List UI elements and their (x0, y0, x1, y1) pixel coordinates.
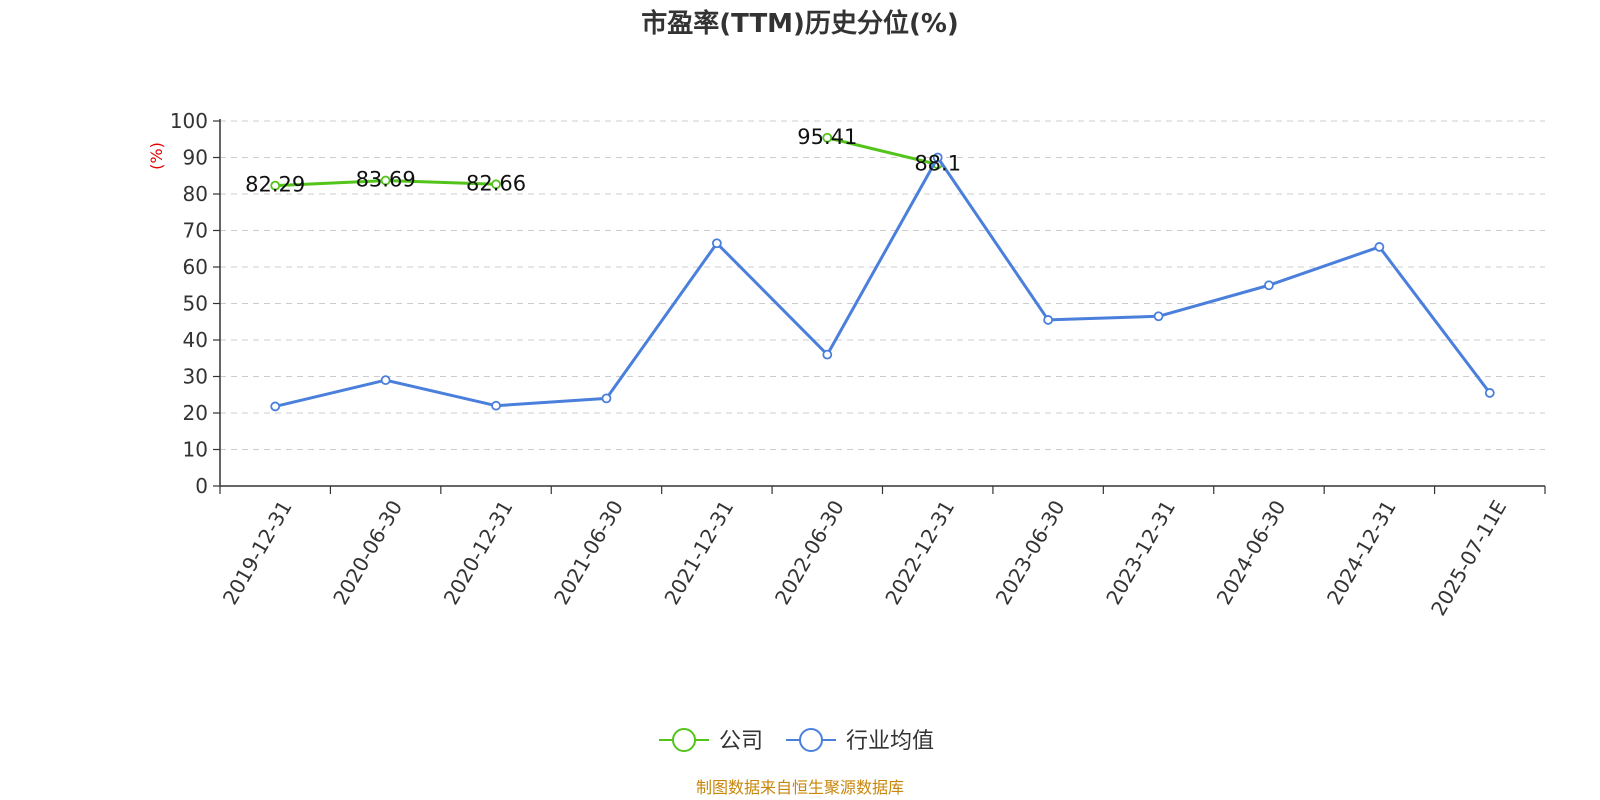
data-point[interactable] (1264, 280, 1274, 291)
x-tick-label: 2020-06-30 (328, 496, 407, 609)
data-point[interactable] (380, 175, 391, 186)
data-point[interactable] (491, 400, 501, 411)
x-tick-label: 2021-12-31 (659, 496, 738, 609)
chart-title: 市盈率(TTM)历史分位(%) (641, 8, 959, 39)
x-tick-label: 2024-12-31 (1322, 496, 1401, 609)
y-tick-label: 50 (183, 292, 208, 316)
data-label: 88.1 (914, 151, 961, 175)
series-line (274, 156, 1491, 408)
x-tick-label: 2020-12-31 (439, 496, 518, 609)
y-tick-label: 100 (170, 109, 208, 133)
y-tick-label: 0 (195, 474, 208, 498)
y-tick-label: 90 (183, 146, 208, 170)
x-tick-label: 2022-12-31 (880, 496, 959, 609)
data-point[interactable] (270, 180, 281, 191)
y-tick-label: 80 (183, 182, 208, 206)
data-point[interactable] (601, 393, 612, 404)
legend-marker[interactable] (672, 728, 696, 752)
data-point[interactable] (1043, 315, 1054, 325)
legend-label[interactable]: 行业均值 (846, 729, 934, 754)
data-point[interactable] (932, 152, 943, 163)
x-tick-label: 2022-06-30 (770, 496, 849, 609)
series-layer (270, 132, 1495, 412)
x-tick-label: 2023-12-31 (1101, 496, 1180, 609)
y-axis-unit: (%) (147, 142, 166, 170)
data-point[interactable] (822, 132, 833, 143)
data-point[interactable] (822, 349, 833, 360)
data-point[interactable] (270, 401, 281, 412)
source-note: 制图数据来自恒生聚源数据库 (696, 778, 904, 797)
y-tick-label: 70 (183, 219, 208, 243)
data-point[interactable] (1484, 388, 1495, 398)
gridlines (220, 120, 1545, 450)
x-tick-label: 2023-06-30 (991, 496, 1070, 609)
y-tick-label: 20 (183, 401, 208, 425)
data-label: 82.29 (245, 173, 305, 197)
y-tick-label: 40 (183, 328, 208, 352)
data-point[interactable] (380, 375, 391, 386)
data-point[interactable] (1153, 311, 1164, 322)
legend: 公司 行业均值 (659, 728, 934, 754)
data-label: 95.41 (797, 125, 857, 149)
x-tick-label: 2024-06-30 (1212, 496, 1291, 609)
data-point[interactable] (491, 179, 501, 190)
data-point[interactable] (1374, 242, 1385, 252)
data-labels: 82.29 83.69 82.66 95.41 88.1 (245, 125, 961, 197)
x-tick-label: 2021-06-30 (549, 496, 628, 609)
y-tick-label: 10 (183, 438, 208, 462)
data-point[interactable] (711, 238, 722, 249)
data-label: 83.69 (356, 168, 416, 192)
y-tick-label: 60 (183, 255, 208, 279)
legend-label[interactable]: 公司 (719, 729, 763, 754)
x-tick-label: 2019-12-31 (218, 496, 297, 609)
series-line (826, 136, 939, 166)
legend-marker[interactable] (799, 728, 823, 752)
data-label: 82.66 (466, 171, 526, 195)
y-tick-label: 30 (183, 365, 208, 389)
x-tick-label: 2025-07-11E (1426, 496, 1511, 620)
